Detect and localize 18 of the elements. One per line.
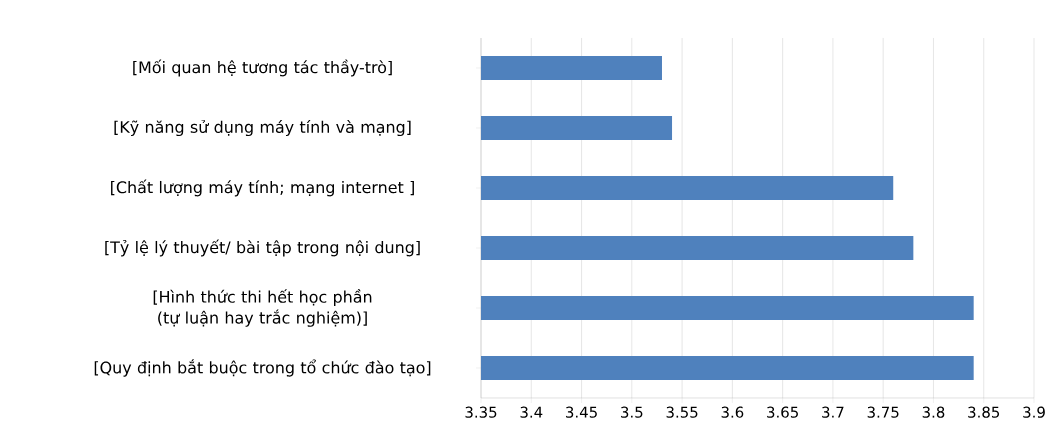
x-tick-label: 3.65: [767, 406, 798, 418]
x-tick-label: 3.9: [1023, 406, 1045, 418]
y-tick-label: [Mối quan hệ tương tác thầy-trò]: [133, 59, 392, 77]
x-tick-label: 3.45: [566, 406, 597, 418]
y-tick-label: [Hình thức thi hết học phần (tự luận hay trắc nghiệm)]: [153, 289, 372, 327]
y-tick-label: [Tỷ lệ lý thuyết/ bài tập trong nội dung]: [105, 239, 420, 257]
x-tick-label: 3.85: [968, 406, 1000, 418]
x-tick-label: 3.55: [666, 406, 698, 418]
x-tick-label: 3.4: [520, 406, 543, 418]
x-tick-label: 3.7: [822, 406, 844, 418]
x-tick-label: 3.75: [867, 406, 899, 418]
x-tick-label: 3.35: [465, 406, 497, 418]
x-tick-label: 3.6: [721, 406, 744, 418]
y-tick-label: [Kỹ năng sử dụng máy tính và mạng]: [114, 119, 411, 137]
y-tick-label: [Chất lượng máy tính; mạng internet ]: [111, 179, 414, 197]
x-tick-label: 3.5: [621, 406, 643, 418]
x-tick-label: 3.8: [922, 406, 945, 418]
y-tick-label: [Quy định bắt buộc trong tổ chức đào tạo]: [94, 359, 431, 377]
